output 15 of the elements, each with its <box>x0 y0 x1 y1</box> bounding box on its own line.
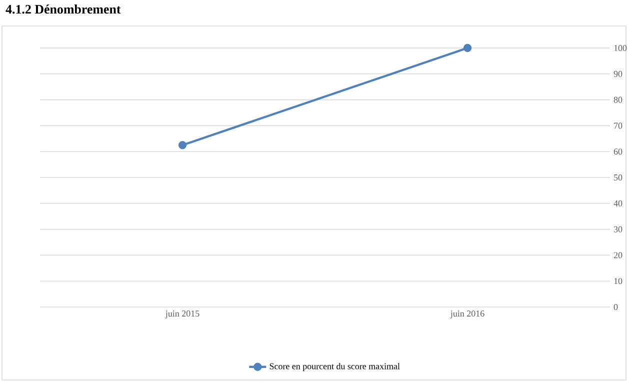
y-tick-label: 0 <box>614 304 618 310</box>
y-tick-label: 10 <box>614 278 622 284</box>
y-tick-label: 80 <box>614 96 622 103</box>
y-tick-label: 100 <box>614 44 627 52</box>
legend-label: Score en pourcent du score maximal <box>270 362 400 372</box>
y-tick-label: 40 <box>614 200 622 206</box>
y-tick-label: 60 <box>614 148 622 155</box>
y-tick-label: 50 <box>614 174 622 181</box>
y-tick-label: 90 <box>614 70 622 77</box>
y-tick-label: 20 <box>614 252 622 258</box>
x-tick-label: juin 2016 <box>450 310 484 318</box>
x-tick-label: juin 2015 <box>165 310 200 318</box>
y-tick-label: 70 <box>614 122 622 129</box>
chart-title: 4.1.2 Dénombrement <box>6 4 121 14</box>
y-tick-label: 30 <box>614 226 622 232</box>
